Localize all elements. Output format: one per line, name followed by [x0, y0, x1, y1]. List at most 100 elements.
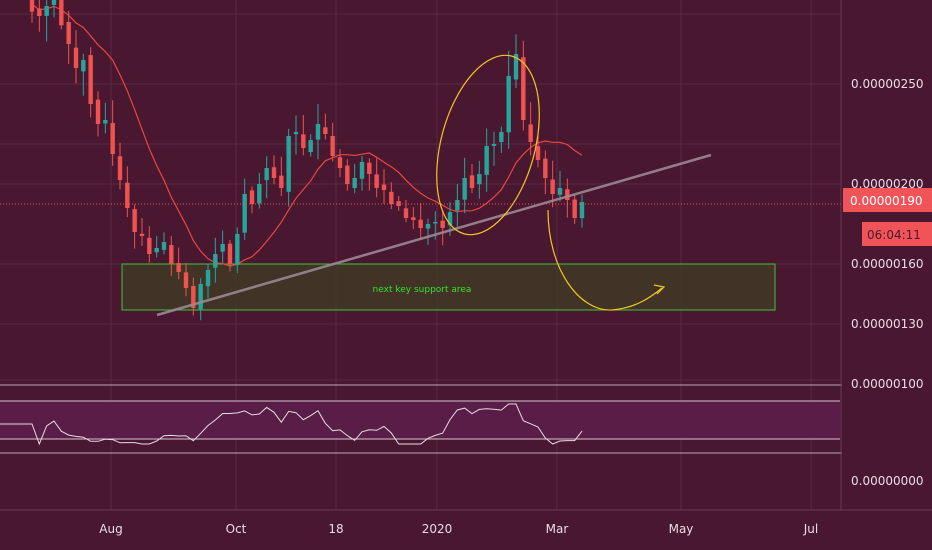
- candle-body[interactable]: [462, 178, 467, 200]
- candle-body[interactable]: [37, 8, 42, 16]
- candle-body[interactable]: [374, 174, 379, 188]
- candle-body[interactable]: [367, 162, 372, 174]
- current-price-label: 0.00000190: [850, 194, 923, 208]
- candle-body[interactable]: [117, 156, 123, 180]
- highlight-ellipse[interactable]: [419, 44, 557, 246]
- price-tick-label: 0.00000250: [851, 77, 924, 91]
- candle-body[interactable]: [579, 202, 585, 219]
- price-tick-label: 0.00000130: [851, 317, 924, 331]
- candle-body[interactable]: [139, 233, 145, 236]
- candle-body[interactable]: [499, 132, 504, 143]
- candle-body[interactable]: [323, 127, 328, 134]
- candle-body[interactable]: [95, 99, 101, 124]
- time-tick-label: Oct: [226, 522, 247, 536]
- candle-body[interactable]: [81, 60, 86, 72]
- candle-body[interactable]: [59, 0, 64, 26]
- candle-body[interactable]: [403, 208, 409, 218]
- projection-curve[interactable]: [547, 209, 663, 311]
- candle-body[interactable]: [154, 248, 159, 253]
- candle-body[interactable]: [447, 212, 453, 226]
- candle-body[interactable]: [161, 242, 167, 250]
- candle-body[interactable]: [315, 124, 321, 140]
- oscillator-line[interactable]: [0, 403, 583, 446]
- support-zone[interactable]: [121, 263, 776, 311]
- candle-body[interactable]: [440, 220, 445, 228]
- candle-body[interactable]: [205, 270, 211, 287]
- time-tick-label: May: [669, 522, 694, 536]
- candle-body[interactable]: [103, 120, 108, 124]
- support-zone-label: next key support area: [373, 285, 472, 295]
- candle-body[interactable]: [88, 55, 93, 104]
- candle-body[interactable]: [242, 194, 247, 233]
- candle-body[interactable]: [29, 0, 35, 12]
- price-axis[interactable]: 0.00000250 0.00000200 0.00000160 0.00000130…: [851, 77, 924, 391]
- candle-body[interactable]: [330, 135, 335, 156]
- candle-body[interactable]: [411, 217, 416, 220]
- candle-body[interactable]: [396, 201, 401, 206]
- candle-body[interactable]: [381, 184, 387, 190]
- candle-body[interactable]: [521, 57, 526, 120]
- time-tick-label: 2020: [422, 522, 453, 536]
- candle-body[interactable]: [345, 165, 350, 184]
- candle-body[interactable]: [213, 254, 218, 268]
- candle-body[interactable]: [169, 245, 174, 264]
- candle-body[interactable]: [279, 175, 284, 188]
- candle-body[interactable]: [110, 123, 115, 154]
- time-tick-label: 18: [328, 522, 343, 536]
- price-tick-label: 0.00000100: [851, 377, 924, 391]
- candle-body[interactable]: [301, 134, 306, 148]
- current-price-tag: [843, 188, 932, 212]
- candle-body[interactable]: [176, 263, 181, 272]
- candle-body[interactable]: [425, 224, 431, 229]
- candle-body[interactable]: [359, 162, 365, 179]
- candle-body[interactable]: [132, 209, 137, 232]
- candle-body[interactable]: [191, 285, 196, 308]
- candle-body[interactable]: [125, 182, 130, 208]
- candle-body[interactable]: [433, 222, 438, 224]
- candle-body[interactable]: [264, 168, 269, 181]
- candle-body[interactable]: [227, 243, 233, 264]
- candle-body[interactable]: [73, 47, 79, 68]
- candle-body[interactable]: [477, 174, 482, 185]
- candle-body[interactable]: [513, 54, 519, 80]
- candle-body[interactable]: [506, 76, 511, 133]
- candle-body[interactable]: [535, 146, 541, 160]
- candle-body[interactable]: [455, 200, 460, 211]
- candle-body[interactable]: [183, 272, 189, 288]
- candle-body[interactable]: [235, 234, 240, 265]
- candle-body[interactable]: [271, 167, 277, 178]
- candle-body[interactable]: [147, 237, 152, 254]
- candle-body[interactable]: [565, 189, 570, 200]
- time-tick-label: Jul: [803, 522, 818, 536]
- candle-body[interactable]: [389, 191, 394, 204]
- candle-body[interactable]: [543, 158, 548, 178]
- candle-body[interactable]: [51, 0, 57, 5]
- countdown-label: 06:04:11: [867, 228, 921, 242]
- candle-body[interactable]: [66, 22, 71, 44]
- candle-body[interactable]: [469, 175, 475, 188]
- candle-body[interactable]: [491, 144, 497, 146]
- candle-body[interactable]: [249, 190, 255, 204]
- price-tick-label: 0.00000200: [851, 177, 924, 191]
- candle-body[interactable]: [484, 146, 489, 175]
- candle-body[interactable]: [308, 140, 313, 153]
- candle-body[interactable]: [528, 124, 533, 142]
- candle-body[interactable]: [257, 184, 262, 204]
- candle-body[interactable]: [352, 178, 357, 188]
- candle-body[interactable]: [198, 284, 203, 310]
- time-axis[interactable]: Aug Oct 18 2020 Mar May Jul: [99, 522, 818, 536]
- candle-body[interactable]: [550, 179, 555, 194]
- candle-body[interactable]: [220, 244, 225, 252]
- candle-body[interactable]: [557, 188, 563, 195]
- candle-body[interactable]: [44, 6, 49, 16]
- candle-body[interactable]: [572, 199, 577, 218]
- candle-body[interactable]: [337, 157, 343, 168]
- moving-average-line[interactable]: [31, 3, 583, 267]
- trend-line[interactable]: [156, 153, 712, 317]
- time-tick-label: Aug: [99, 522, 122, 536]
- candle-body[interactable]: [293, 132, 299, 135]
- candlestick-series[interactable]: [29, 0, 585, 321]
- candle-body[interactable]: [286, 136, 291, 192]
- candle-body[interactable]: [418, 219, 423, 228]
